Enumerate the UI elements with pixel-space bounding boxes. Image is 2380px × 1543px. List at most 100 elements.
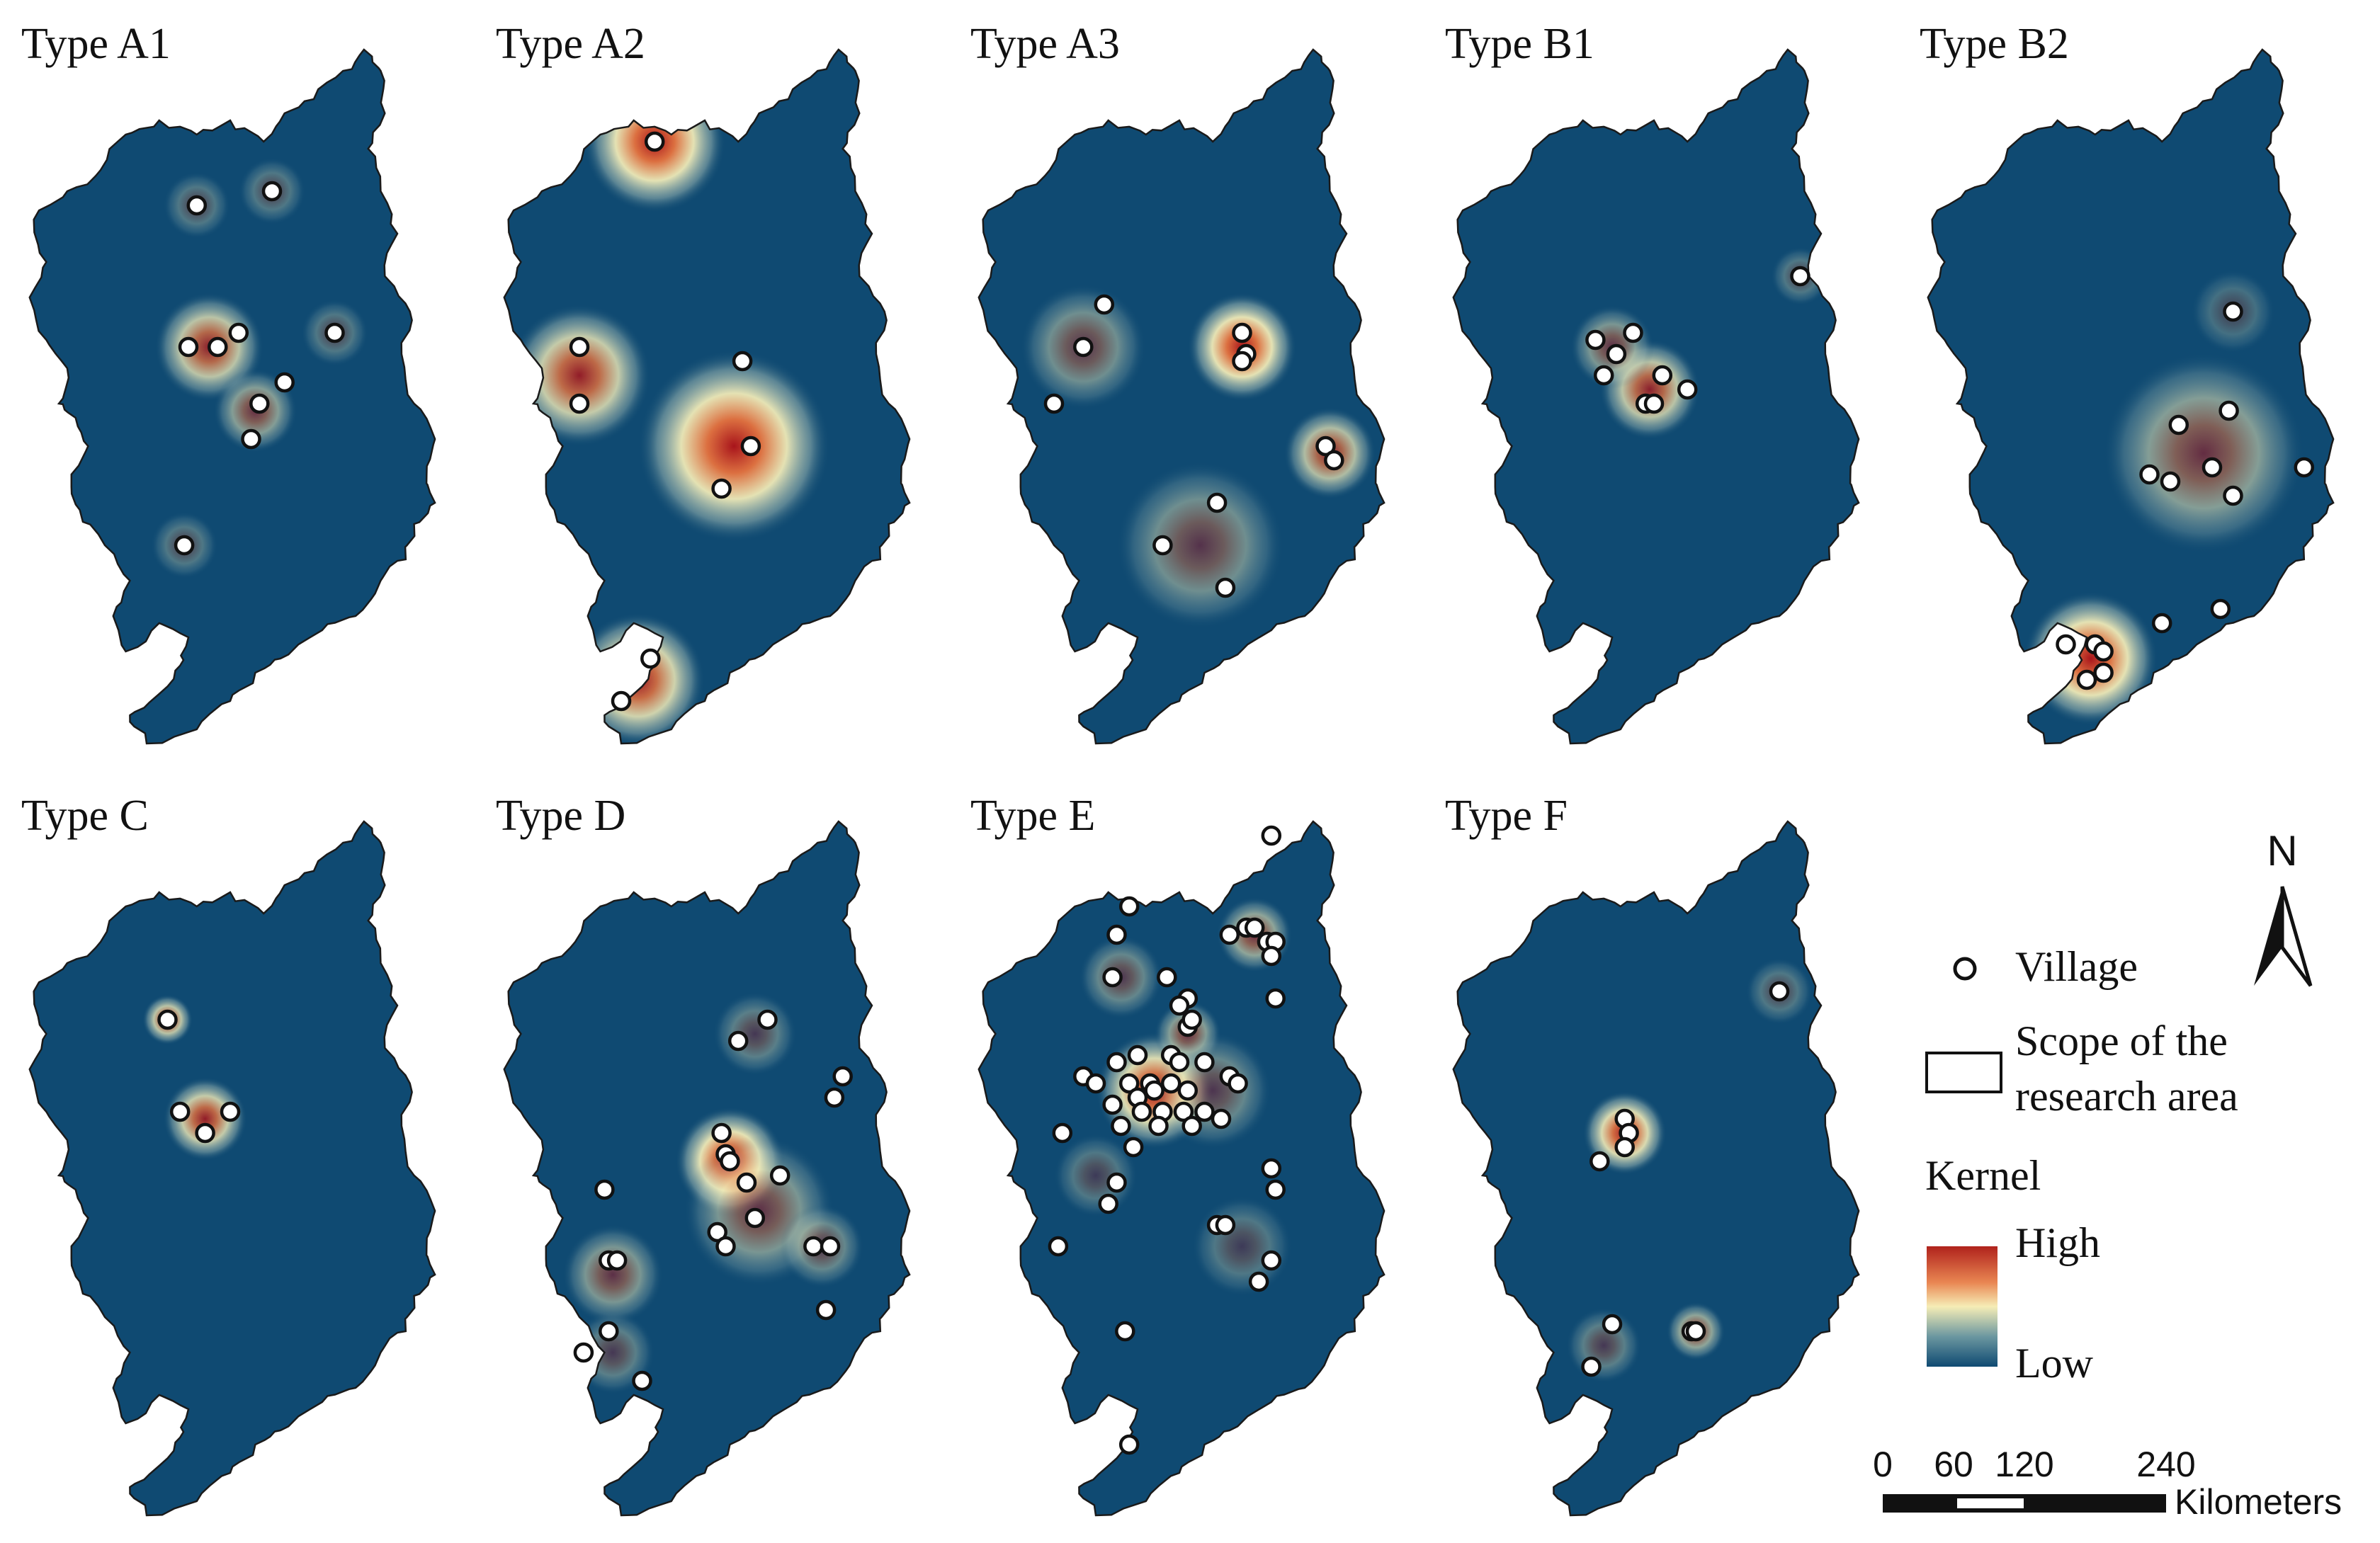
scale-unit: Kilometers [2175, 1482, 2342, 1522]
village-marker [1152, 535, 1173, 556]
village-marker [820, 1236, 841, 1257]
village-marker [1118, 1434, 1140, 1455]
village-marker [2056, 634, 2076, 655]
village-marker [2160, 471, 2181, 492]
legend-high-label: High [2015, 1219, 2100, 1266]
legend-scope-line2: research area [2015, 1073, 2238, 1120]
village-marker [1118, 1073, 1140, 1094]
village-marker [1194, 1101, 1215, 1122]
region-outline [978, 48, 1386, 745]
village-marker [1261, 825, 1282, 846]
village-marker [1593, 365, 1614, 386]
village-marker [2139, 464, 2160, 485]
study-region [978, 821, 1385, 1515]
village-marker [1261, 1250, 1282, 1271]
village-marker [569, 336, 590, 358]
village-marker [569, 393, 590, 414]
panel-type-c: Type C [21, 792, 436, 1517]
village-marker [707, 1222, 727, 1243]
village-marker [1102, 1094, 1123, 1115]
village-marker [1177, 1080, 1198, 1101]
village-marker [757, 1009, 778, 1030]
village-marker [1206, 492, 1228, 513]
village-marker [2076, 669, 2097, 690]
village-marker [1194, 1052, 1215, 1073]
kernel-hotspot [163, 1077, 247, 1161]
map-panels: Type A1 Type A2 Type A3 Type B1 Type B2 Type … [21, 20, 2335, 1517]
village-marker [1685, 1321, 1706, 1342]
village-marker [186, 195, 208, 216]
kernel-density-layer [1020, 284, 1376, 629]
scope-legend-symbol [1925, 1052, 2002, 1093]
study-region [29, 821, 436, 1515]
panel-title: Type E [970, 792, 1095, 840]
village-marker [1677, 379, 1698, 400]
panel-title: Type F [1445, 792, 1568, 840]
village-marker [2210, 598, 2231, 620]
village-marker [1232, 351, 1252, 372]
village-marker [1098, 1193, 1118, 1214]
study-region [1453, 821, 1859, 1515]
village-marker [1581, 1356, 1602, 1377]
region-outline [28, 48, 436, 745]
village-marker [740, 435, 761, 457]
village-marker [2093, 641, 2114, 662]
village-marker [1652, 365, 1673, 386]
village-legend-symbol [1953, 957, 1977, 981]
village-marker [2223, 301, 2243, 322]
village-marker [1102, 967, 1123, 988]
village-marker [803, 1236, 824, 1257]
village-marker [1769, 981, 1790, 1002]
kernel-density-layer [150, 157, 368, 579]
village-marker [2151, 613, 2172, 634]
village-marker [1144, 1080, 1164, 1101]
village-marker [1094, 294, 1115, 315]
village-marker [1173, 1101, 1194, 1122]
panel-title: Type B2 [1920, 20, 2069, 68]
legend-scope-line1: Scope of the [2015, 1018, 2228, 1064]
village-marker [606, 1250, 628, 1271]
village-marker [157, 1009, 178, 1030]
village-marker [632, 1370, 652, 1391]
panel-type-f: Type F [1445, 792, 1860, 1517]
panel-type-e: Type E [970, 792, 1386, 1517]
village-marker [832, 1066, 853, 1087]
village-marker [573, 1342, 594, 1363]
panel-title: Type A1 [21, 20, 171, 68]
village-marker [220, 1101, 241, 1122]
village-marker [1160, 1073, 1182, 1094]
village-marker [1085, 1073, 1106, 1094]
panel-type-a3: Type A3 [970, 20, 1386, 745]
village-marker [815, 1299, 837, 1321]
village-marker [1123, 1137, 1144, 1158]
village-marker [1115, 1321, 1135, 1342]
village-marker [1106, 924, 1127, 945]
village-marker [644, 131, 665, 152]
kernel-hotspot [508, 304, 651, 447]
village-marker [2218, 400, 2239, 421]
scale-tick-240: 240 [2136, 1445, 2195, 1484]
village-marker [1614, 1137, 1635, 1158]
scale-tick-0: 0 [1873, 1445, 1893, 1484]
region-outline [503, 48, 911, 745]
kernel-hotspot [1191, 1196, 1293, 1297]
village-marker [711, 478, 732, 499]
village-marker [1048, 1236, 1069, 1257]
village-marker [1215, 577, 1236, 598]
village-marker [1315, 435, 1336, 457]
panel-type-a1: Type A1 [21, 20, 436, 745]
village-marker [744, 1207, 766, 1229]
village-marker [1106, 1172, 1127, 1193]
village-marker [1169, 995, 1190, 1016]
kernel-hotspot [713, 992, 797, 1076]
village-marker [1623, 322, 1643, 343]
village-marker [2093, 662, 2114, 683]
panel-type-a2: Type A2 [496, 20, 911, 745]
village-marker [1148, 1115, 1169, 1137]
region-outline [503, 820, 911, 1517]
region-outline [1927, 48, 2335, 745]
panel-type-b1: Type B1 [1445, 20, 1860, 745]
scale-tick-120: 120 [1995, 1445, 2053, 1484]
village-marker [1261, 1158, 1282, 1179]
panel-type-d: Type D [496, 792, 911, 1517]
